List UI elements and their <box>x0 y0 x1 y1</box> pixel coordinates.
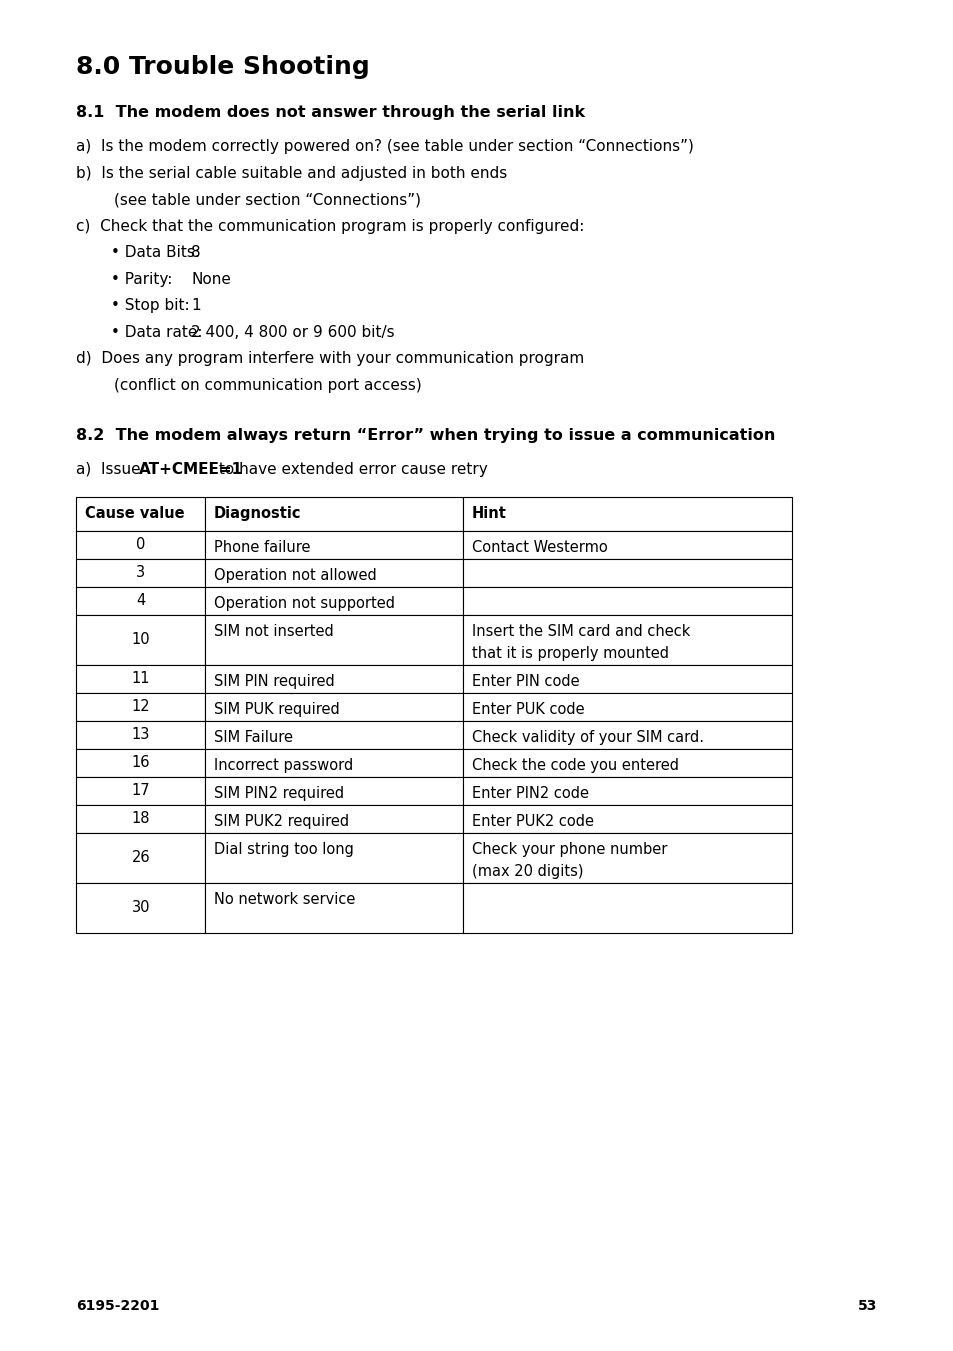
Bar <box>205 777 462 805</box>
Text: Hint: Hint <box>471 505 506 521</box>
Text: 2 400, 4 800 or 9 600 bit/s: 2 400, 4 800 or 9 600 bit/s <box>192 324 395 339</box>
Bar <box>462 832 791 882</box>
Text: Operation not supported: Operation not supported <box>213 596 395 611</box>
Text: Enter PUK code: Enter PUK code <box>471 703 583 717</box>
Bar <box>462 748 791 777</box>
Text: Insert the SIM card and check: Insert the SIM card and check <box>471 624 689 639</box>
Text: SIM PIN2 required: SIM PIN2 required <box>213 786 344 801</box>
Bar <box>205 665 462 693</box>
Bar <box>462 531 791 559</box>
Text: 4: 4 <box>136 593 145 608</box>
Text: 8.2  The modem always return “Error” when trying to issue a communication: 8.2 The modem always return “Error” when… <box>76 428 775 443</box>
Text: None: None <box>192 272 231 286</box>
Text: 30: 30 <box>132 900 150 916</box>
Text: Enter PIN2 code: Enter PIN2 code <box>471 786 588 801</box>
Text: a)  Issue: a) Issue <box>76 462 146 477</box>
Text: 11: 11 <box>132 671 150 686</box>
Text: Dial string too long: Dial string too long <box>213 842 354 857</box>
Bar <box>462 497 791 531</box>
Bar <box>205 693 462 721</box>
Text: (see table under section “Connections”): (see table under section “Connections”) <box>114 192 421 207</box>
Text: SIM PIN required: SIM PIN required <box>213 674 335 689</box>
Text: No network service: No network service <box>213 892 355 907</box>
Bar <box>462 882 791 932</box>
Bar <box>76 615 205 665</box>
Bar <box>462 805 791 832</box>
Bar <box>76 497 205 531</box>
Bar <box>205 531 462 559</box>
Text: d)  Does any program interfere with your communication program: d) Does any program interfere with your … <box>76 351 584 366</box>
Text: c)  Check that the communication program is properly configured:: c) Check that the communication program … <box>76 219 584 234</box>
Text: a)  Is the modem correctly powered on? (see table under section “Connections”): a) Is the modem correctly powered on? (s… <box>76 139 694 154</box>
Bar <box>76 665 205 693</box>
Bar <box>205 586 462 615</box>
Bar <box>76 693 205 721</box>
Text: 1: 1 <box>192 299 201 313</box>
Bar <box>205 805 462 832</box>
Bar <box>76 882 205 932</box>
Text: Check validity of your SIM card.: Check validity of your SIM card. <box>471 730 703 744</box>
Bar <box>462 665 791 693</box>
Bar <box>462 721 791 748</box>
Bar <box>76 777 205 805</box>
Text: that it is properly mounted: that it is properly mounted <box>471 646 668 661</box>
Text: (max 20 digits): (max 20 digits) <box>471 863 582 880</box>
Text: Contact Westermo: Contact Westermo <box>471 540 607 555</box>
Bar <box>205 882 462 932</box>
Text: 8: 8 <box>192 245 201 259</box>
Text: (conflict on communication port access): (conflict on communication port access) <box>114 377 421 393</box>
Text: • Data Bits:: • Data Bits: <box>112 245 200 259</box>
Text: • Stop bit:: • Stop bit: <box>112 299 190 313</box>
Text: SIM Failure: SIM Failure <box>213 730 293 744</box>
Bar <box>462 615 791 665</box>
Text: 18: 18 <box>132 812 150 827</box>
Text: Check your phone number: Check your phone number <box>471 842 666 857</box>
Text: 8.0 Trouble Shooting: 8.0 Trouble Shooting <box>76 55 370 78</box>
Text: Phone failure: Phone failure <box>213 540 311 555</box>
Text: Check the code you entered: Check the code you entered <box>471 758 678 773</box>
Text: 0: 0 <box>136 538 145 553</box>
Text: SIM PUK2 required: SIM PUK2 required <box>213 813 349 830</box>
Bar <box>76 721 205 748</box>
Bar <box>205 748 462 777</box>
Bar <box>462 559 791 586</box>
Bar <box>205 559 462 586</box>
Text: 53: 53 <box>858 1300 877 1313</box>
Text: Enter PUK2 code: Enter PUK2 code <box>471 813 593 830</box>
Text: 17: 17 <box>132 784 150 798</box>
Bar <box>205 721 462 748</box>
Text: b)  Is the serial cable suitable and adjusted in both ends: b) Is the serial cable suitable and adju… <box>76 166 507 181</box>
Text: • Data rate:: • Data rate: <box>112 324 203 339</box>
Text: 8.1  The modem does not answer through the serial link: 8.1 The modem does not answer through th… <box>76 105 585 120</box>
Text: 12: 12 <box>132 700 150 715</box>
Bar <box>205 615 462 665</box>
Bar <box>462 693 791 721</box>
Bar <box>76 748 205 777</box>
Text: 26: 26 <box>132 850 150 866</box>
Text: Operation not allowed: Operation not allowed <box>213 567 376 582</box>
Text: AT+CMEE=1: AT+CMEE=1 <box>139 462 243 477</box>
Text: 16: 16 <box>132 755 150 770</box>
Text: Incorrect password: Incorrect password <box>213 758 353 773</box>
Text: Cause value: Cause value <box>85 505 185 521</box>
Bar <box>205 497 462 531</box>
Bar <box>462 777 791 805</box>
Text: 10: 10 <box>132 632 150 647</box>
Text: Enter PIN code: Enter PIN code <box>471 674 578 689</box>
Text: 6195-2201: 6195-2201 <box>76 1300 159 1313</box>
Bar <box>76 586 205 615</box>
Bar <box>76 559 205 586</box>
Bar <box>76 832 205 882</box>
Bar <box>462 586 791 615</box>
Text: 13: 13 <box>132 727 150 742</box>
Text: 3: 3 <box>136 565 145 581</box>
Text: • Parity:: • Parity: <box>112 272 172 286</box>
Bar <box>76 805 205 832</box>
Text: to have extended error cause retry: to have extended error cause retry <box>214 462 488 477</box>
Text: SIM not inserted: SIM not inserted <box>213 624 334 639</box>
Text: Diagnostic: Diagnostic <box>213 505 301 521</box>
Bar <box>76 531 205 559</box>
Bar <box>205 832 462 882</box>
Text: SIM PUK required: SIM PUK required <box>213 703 339 717</box>
